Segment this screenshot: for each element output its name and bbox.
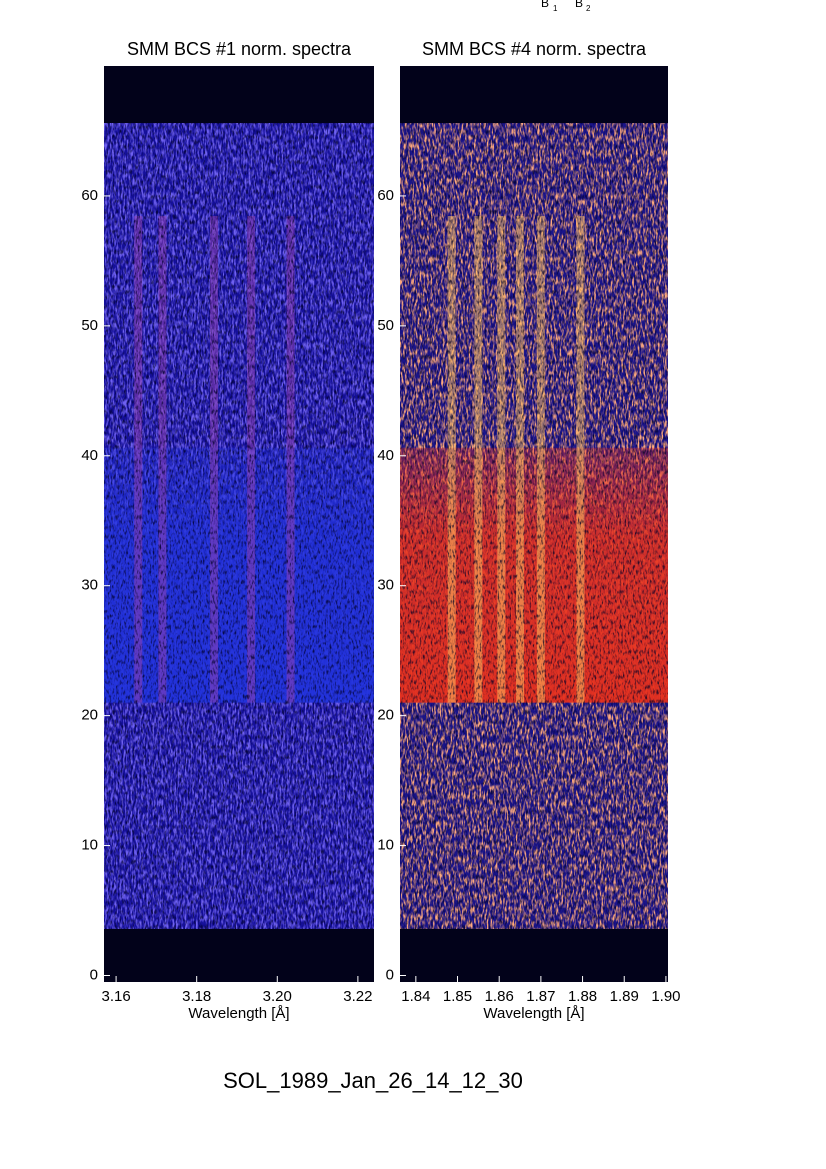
x-tick-label: 1.85	[443, 988, 472, 1005]
annotation-sub: 1	[553, 4, 558, 13]
x-tick-label: 3.18	[182, 988, 211, 1005]
annotation-sub: 2	[586, 4, 591, 13]
y-tick-label: 0	[90, 966, 98, 983]
y-tick-label: 40	[377, 447, 394, 464]
annotation: B	[541, 0, 549, 10]
y-tick-label: 30	[81, 577, 98, 594]
x-tick-label: 1.90	[651, 988, 680, 1005]
page-title: SOL_1989_Jan_26_14_12_30	[223, 1068, 523, 1093]
y-tick-label: 60	[377, 187, 394, 204]
y-tick-label: 50	[377, 317, 394, 334]
x-tick-label: 3.20	[263, 988, 292, 1005]
y-tick-label: 20	[377, 707, 394, 724]
y-tick-label: 50	[81, 317, 98, 334]
x-axis-label: Wavelength [Å]	[483, 1005, 584, 1022]
y-tick-label: 10	[81, 837, 98, 854]
x-tick-label: 1.88	[568, 988, 597, 1005]
y-tick-label: 0	[386, 966, 394, 983]
y-tick-label: 30	[377, 577, 394, 594]
x-axis-label: Wavelength [Å]	[188, 1005, 289, 1022]
y-tick-label: 60	[81, 187, 98, 204]
dark-speckle	[400, 123, 668, 929]
y-tick-label: 40	[81, 447, 98, 464]
x-tick-label: 1.89	[610, 988, 639, 1005]
chart-title: SMM BCS #4 norm. spectra	[422, 39, 647, 59]
dark-speckle	[104, 123, 374, 929]
x-tick-label: 1.86	[485, 988, 514, 1005]
x-tick-label: 1.84	[401, 988, 430, 1005]
x-tick-label: 1.87	[526, 988, 555, 1005]
chart-title: SMM BCS #1 norm. spectra	[127, 39, 352, 59]
x-tick-label: 3.16	[101, 988, 130, 1005]
y-tick-label: 20	[81, 707, 98, 724]
y-tick-label: 10	[377, 837, 394, 854]
annotation: B	[575, 0, 583, 10]
x-tick-label: 3.22	[343, 988, 372, 1005]
